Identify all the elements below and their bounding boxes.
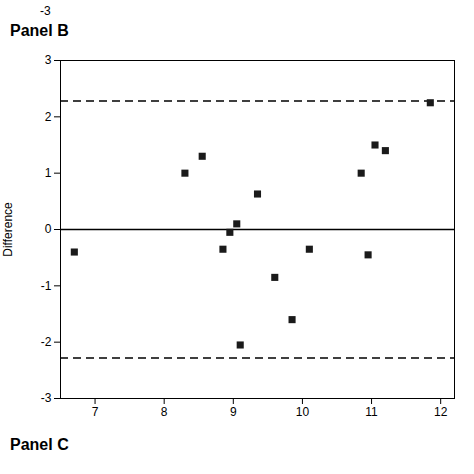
svg-text:1: 1 bbox=[45, 166, 52, 180]
html-text:Panel C: Panel C bbox=[10, 436, 69, 453]
svg-text:12: 12 bbox=[434, 405, 448, 419]
svg-text:10: 10 bbox=[296, 405, 310, 419]
svg-text:0: 0 bbox=[45, 222, 52, 236]
svg-text:2: 2 bbox=[45, 110, 52, 124]
svg-text:9: 9 bbox=[230, 405, 237, 419]
html-text:-3: -3 bbox=[40, 4, 51, 18]
svg-text:3: 3 bbox=[45, 53, 52, 67]
svg-text:8: 8 bbox=[161, 405, 168, 419]
svg-text:-3: -3 bbox=[41, 391, 52, 405]
html-text:Panel B: Panel B bbox=[10, 22, 69, 39]
svg-text:11: 11 bbox=[365, 405, 378, 419]
svg-text:7: 7 bbox=[92, 405, 99, 419]
svg-text:-1: -1 bbox=[41, 279, 52, 293]
svg-text:Difference: Difference bbox=[1, 202, 15, 257]
svg-text:-2: -2 bbox=[41, 335, 52, 349]
